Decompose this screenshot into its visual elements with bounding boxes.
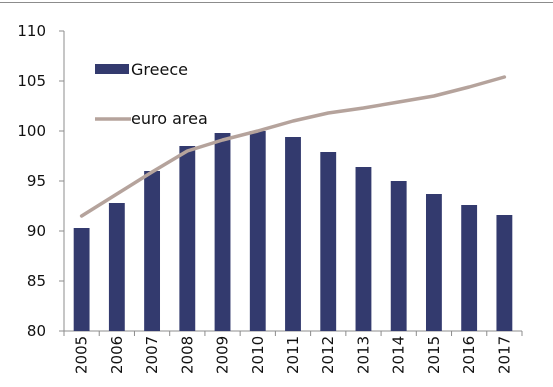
y-tick-label: 90 bbox=[27, 222, 46, 240]
legend: Greece euro area bbox=[95, 60, 208, 128]
y-tick-label: 80 bbox=[27, 322, 46, 340]
x-tick-label: 2009 bbox=[214, 336, 232, 374]
x-tick-label: 2012 bbox=[319, 336, 337, 374]
y-tick-label: 95 bbox=[27, 172, 46, 190]
greece-bar bbox=[249, 131, 266, 331]
y-tick-label: 105 bbox=[17, 72, 46, 90]
x-tick-label: 2010 bbox=[249, 336, 267, 374]
greece-bar bbox=[320, 152, 337, 331]
greece-bar bbox=[355, 167, 372, 331]
greece-bar bbox=[214, 133, 231, 331]
euro-area-line bbox=[79, 75, 507, 218]
x-tick-label: 2016 bbox=[460, 336, 478, 374]
greece-bar bbox=[390, 181, 407, 331]
x-tick-label: 2017 bbox=[495, 336, 513, 374]
y-tick-label: 100 bbox=[17, 122, 46, 140]
x-axis: 2005 2006 2007 2008 2009 2010 2011 2012 2013 2014… bbox=[63, 330, 523, 374]
legend-swatch-greece bbox=[95, 64, 129, 74]
x-tick-label: 2014 bbox=[390, 336, 408, 374]
greece-bar bbox=[285, 137, 301, 331]
greece-bars bbox=[73, 131, 513, 331]
x-tick-label: 2013 bbox=[354, 336, 372, 374]
euro-area-line-group bbox=[79, 75, 507, 218]
x-tick-label: 2006 bbox=[108, 336, 126, 374]
x-tick-label: 2005 bbox=[73, 336, 91, 374]
x-tick-label: 2011 bbox=[284, 336, 302, 374]
greece-bar bbox=[461, 205, 478, 331]
y-tick-label: 85 bbox=[27, 272, 46, 290]
y-axis: 80 85 90 95 100 105 110 bbox=[17, 22, 65, 340]
x-tick-label: 2007 bbox=[143, 336, 161, 374]
greece-bar bbox=[496, 215, 513, 331]
greece-bar bbox=[73, 228, 90, 331]
x-tick-label: 2008 bbox=[178, 336, 196, 374]
top-border bbox=[0, 2, 553, 3]
y-tick-label: 110 bbox=[17, 22, 46, 40]
greece-bar bbox=[108, 203, 125, 331]
legend-label-greece: Greece bbox=[131, 60, 188, 79]
greece-bar bbox=[425, 194, 442, 331]
greece-bar bbox=[179, 146, 196, 331]
legend-label-euro-area: euro area bbox=[131, 109, 208, 128]
greece-bar bbox=[144, 171, 161, 331]
x-tick-label: 2015 bbox=[425, 336, 443, 374]
